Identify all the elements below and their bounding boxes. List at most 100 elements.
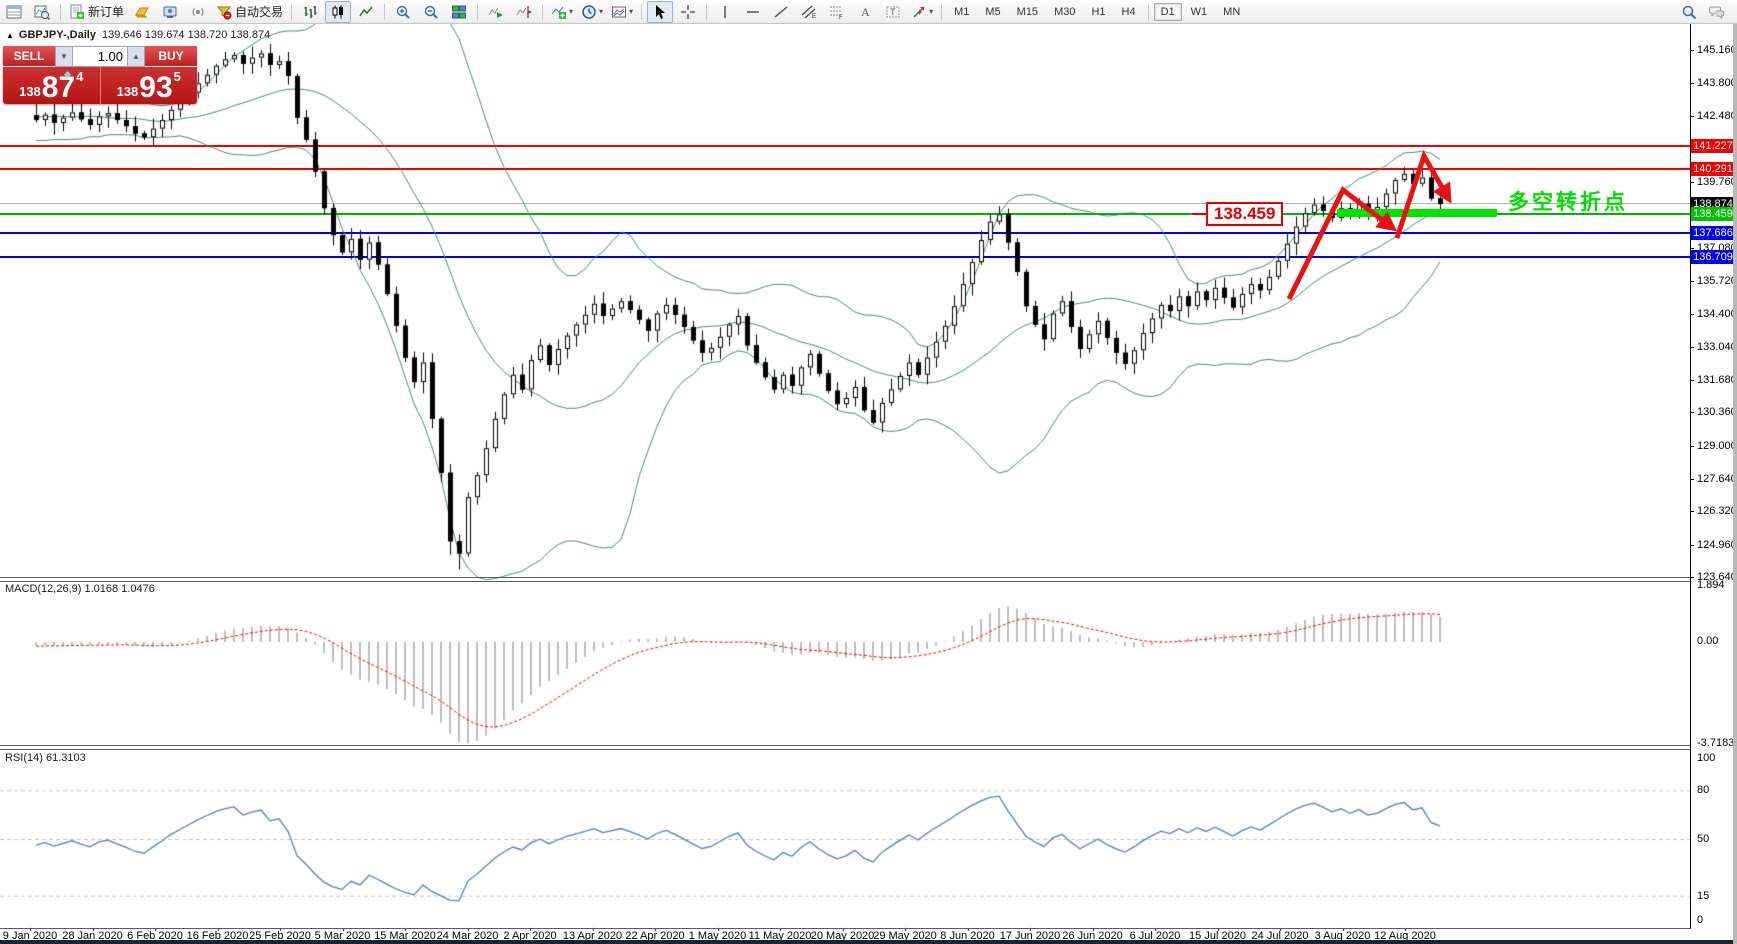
- timeframe-h1[interactable]: H1: [1091, 5, 1106, 18]
- sell-price-main: 87: [41, 71, 76, 104]
- volume-input[interactable]: 1.00: [73, 46, 127, 67]
- buy-price[interactable]: 138 93 5: [101, 67, 198, 104]
- svg-text:T: T: [890, 7, 896, 17]
- date-axis-label: 15 Jul 2020: [1189, 930, 1246, 942]
- vertical-line-icon: [724, 5, 726, 18]
- periods-button[interactable]: ▾: [578, 1, 606, 23]
- price-axis-tick: 131.680: [1697, 374, 1737, 387]
- date-axis-label: 26 Jun 2020: [1062, 930, 1123, 942]
- toolbar-separator: [641, 3, 643, 20]
- autoscroll-button[interactable]: [483, 1, 509, 23]
- channel-tool-button[interactable]: E: [796, 1, 822, 23]
- pane-separator[interactable]: [0, 749, 1691, 750]
- macd-scale-min: -3.7183: [1697, 737, 1735, 749]
- clock-icon: [582, 4, 596, 19]
- cursor-tool-button[interactable]: [647, 0, 674, 23]
- date-axis-label: 25 Feb 2020: [249, 930, 311, 942]
- date-axis-label: 28 Jan 2020: [62, 930, 123, 942]
- chat-button[interactable]: [1704, 1, 1730, 23]
- svg-text:E: E: [812, 14, 816, 20]
- macd-values: 1.0168 1.0476: [84, 583, 155, 595]
- arrows-tool-button[interactable]: ▾: [908, 1, 936, 23]
- dropdown-caret-icon: ▾: [599, 7, 604, 16]
- line-chart-icon: [359, 6, 373, 16]
- tick-mark: [1690, 445, 1694, 447]
- sell-button[interactable]: SELL: [3, 46, 55, 67]
- timeframe-m1[interactable]: M1: [954, 5, 970, 18]
- new-order-button[interactable]: 新订单: [66, 1, 127, 23]
- pane-separator[interactable]: [0, 581, 1691, 582]
- signals-button[interactable]: [185, 1, 211, 23]
- buy-price-pip: 5: [173, 69, 181, 84]
- text-icon: A: [861, 5, 870, 19]
- price-axis-tick: 130.360: [1697, 406, 1737, 419]
- market-watch-button[interactable]: [1, 1, 27, 23]
- date-axis-label: 12 Aug 2020: [1374, 930, 1436, 942]
- rsi-title: RSI(14): [5, 752, 43, 764]
- add-indicator-button[interactable]: ▾: [548, 1, 576, 23]
- rsi-scale-tick: 100: [1697, 752, 1716, 764]
- volume-increase-button[interactable]: ▲: [127, 46, 145, 67]
- sell-price[interactable]: 138 87 4: [3, 67, 100, 104]
- macd-label: MACD(12,26,9) 1.0168 1.0476: [5, 583, 155, 595]
- date-axis-label: 6 Feb 2020: [127, 930, 183, 942]
- timeframe-m15[interactable]: M15: [1016, 5, 1039, 18]
- trendline-tool-button[interactable]: [768, 1, 794, 23]
- templates-button[interactable]: ▾: [608, 1, 636, 23]
- macd-scale-zero: 0.00: [1697, 635, 1719, 647]
- buy-button[interactable]: BUY: [145, 46, 197, 67]
- rsi-scale-tick: 80: [1697, 784, 1710, 797]
- bar-chart-icon: [304, 5, 317, 18]
- pane-separator[interactable]: [0, 745, 1691, 746]
- search-button[interactable]: [1676, 1, 1702, 23]
- zoom-out-button[interactable]: [418, 1, 444, 23]
- price-badge-141.227: 141.227: [1691, 139, 1735, 154]
- volume-decrease-button[interactable]: ▼: [55, 46, 73, 67]
- collapse-icon[interactable]: ▲: [6, 30, 14, 40]
- autotrading-button[interactable]: 自动交易: [213, 1, 286, 23]
- data-window-button[interactable]: [29, 1, 55, 23]
- window-edge: [1733, 0, 1737, 944]
- vline-tool-button[interactable]: [712, 1, 738, 23]
- date-axis-label: 20 May 2020: [810, 930, 875, 942]
- label-tool-button[interactable]: T: [880, 1, 906, 23]
- timeframe-d1[interactable]: D1: [1153, 2, 1182, 21]
- crosshair-tool-button[interactable]: [675, 1, 701, 23]
- zoom-in-button[interactable]: [390, 1, 416, 23]
- timeframe-w1[interactable]: W1: [1190, 5, 1208, 18]
- fibonacci-tool-button[interactable]: F: [824, 1, 850, 23]
- price-tag-138459[interactable]: 138.459: [1206, 202, 1284, 226]
- price-badge-137.686: 137.686: [1691, 226, 1735, 241]
- date-axis-label: 3 Aug 2020: [1314, 930, 1371, 942]
- sell-price-base: 138: [19, 84, 41, 99]
- timeframe-mn[interactable]: MN: [1223, 5, 1241, 18]
- chart-shift-button[interactable]: [511, 1, 537, 23]
- date-axis-label: 2 Apr 2020: [503, 930, 557, 942]
- tile-windows-button[interactable]: [446, 1, 472, 23]
- rsi-scale-tick: 50: [1697, 833, 1710, 845]
- toolbar-separator: [542, 3, 544, 20]
- tick-mark: [1690, 346, 1694, 348]
- bar-chart-button[interactable]: [297, 1, 323, 23]
- toolbar: 新订单 自动交易 ▾ ▾ ▾ E F A T ▾: [0, 0, 1737, 24]
- pane-separator[interactable]: [0, 577, 1691, 578]
- autotrading-label: 自动交易: [235, 5, 284, 19]
- support-highlight-line[interactable]: [1337, 209, 1497, 217]
- zoom-out-icon: [424, 5, 438, 19]
- timeframe-h4[interactable]: H4: [1121, 5, 1136, 18]
- hline-tool-button[interactable]: [740, 1, 766, 23]
- line-chart-button[interactable]: [353, 1, 379, 23]
- metaeditor-icon: [134, 7, 149, 17]
- timeframe-m5[interactable]: M5: [985, 5, 1001, 18]
- rsi-label: RSI(14) 61.3103: [5, 752, 86, 764]
- metaeditor-button[interactable]: [129, 1, 155, 23]
- candlestick-button[interactable]: [325, 0, 352, 23]
- tick-mark: [1690, 281, 1694, 283]
- turning-point-text[interactable]: 多空转折点: [1508, 191, 1628, 214]
- price-chart-canvas[interactable]: [0, 23, 1737, 944]
- price-axis-tick: 135.720: [1697, 275, 1737, 288]
- terminal-button[interactable]: [157, 1, 183, 23]
- text-tool-button[interactable]: A: [852, 1, 878, 23]
- timeframe-m30[interactable]: M30: [1054, 5, 1076, 18]
- sell-price-pip: 4: [76, 69, 84, 84]
